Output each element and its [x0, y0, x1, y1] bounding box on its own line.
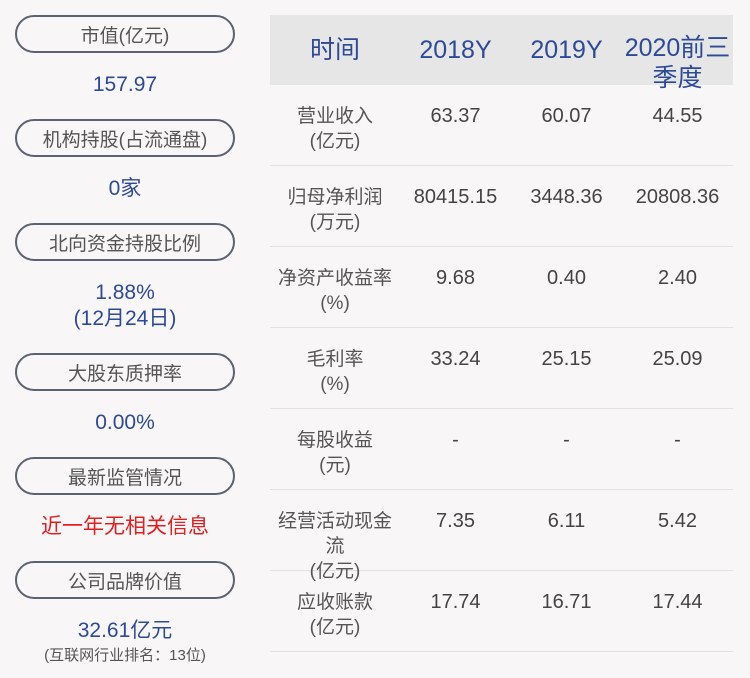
value-northbound-date: (12月24日) [73, 307, 177, 330]
pill-pledge: 大股东质押率 [15, 353, 235, 391]
table-header: 时间 2018Y 2019Y 2020前三季度 [270, 15, 733, 92]
row-label-name: 每股收益 [296, 430, 373, 451]
row-label-unit: (%) [320, 293, 350, 314]
row-label-name: 归母净利润 [287, 187, 383, 208]
row-label: 净资产收益率 (%) [270, 247, 400, 327]
row-label-unit: (万元) [309, 212, 361, 233]
pill-regulation: 最新监管情况 [15, 457, 235, 495]
value-regulation: 近一年无相关信息 [41, 515, 209, 538]
table-cell: 3448.36 [530, 186, 603, 208]
table-row: 毛利率 (%) 33.24 25.15 25.09 [270, 328, 733, 409]
value-brand: 32.61亿元 [77, 619, 173, 642]
pill-brand: 公司品牌价值 [15, 561, 235, 599]
row-label: 毛利率 (%) [270, 328, 400, 408]
header-2019: 2019Y [530, 36, 603, 64]
pill-market-cap: 市值(亿元) [15, 15, 235, 53]
row-label: 每股收益 (元) [270, 409, 400, 489]
row-label-unit: (元) [319, 455, 351, 476]
row-label: 营业收入 (亿元) [270, 85, 400, 165]
table-cell: 9.68 [436, 267, 475, 289]
row-label-name: 毛利率 [306, 349, 364, 370]
row-label-name: 营业收入 [296, 106, 373, 127]
table-cell: 0.40 [547, 267, 586, 289]
table-cell: 6.11 [547, 510, 586, 532]
pill-institution: 机构持股(占流通盘) [15, 119, 235, 157]
financial-table: 时间 2018Y 2019Y 2020前三季度 营业收入 (亿元) 63.37 60.… [270, 15, 733, 652]
table-cell: 2.40 [658, 267, 697, 289]
header-2020: 2020前三季度 [624, 34, 731, 92]
table-cell: 80415.15 [413, 186, 498, 208]
table-cell: 60.07 [541, 105, 592, 127]
header-time: 时间 [309, 36, 360, 64]
table-row: 每股收益 (元) - - - [270, 409, 733, 490]
row-label: 归母净利润 (万元) [270, 166, 400, 246]
table-cell: 44.55 [652, 105, 703, 127]
row-label-unit: (亿元) [309, 131, 361, 152]
table-cell: 33.24 [430, 348, 481, 370]
table-cell: 5.42 [658, 510, 697, 532]
table-cell: 17.44 [652, 591, 703, 613]
value-market-cap: 157.97 [92, 73, 158, 96]
table-cell: - [674, 429, 681, 451]
row-label-unit: (%) [320, 374, 350, 395]
table-cell: 63.37 [430, 105, 481, 127]
table-cell: 16.71 [541, 591, 592, 613]
value-institution: 0家 [108, 177, 142, 200]
table-cell: 7.35 [436, 510, 475, 532]
table-row: 归母净利润 (万元) 80415.15 3448.36 20808.36 [270, 166, 733, 247]
value-northbound: 1.88% [95, 281, 155, 304]
table-cell: 20808.36 [635, 186, 720, 208]
table-cell: 17.74 [430, 591, 481, 613]
brand-rank-note: (互联网行业排名：13位) [44, 647, 206, 664]
row-label-name: 净资产收益率 [277, 268, 392, 289]
table-row: 应收账款 (亿元) 17.74 16.71 17.44 [270, 571, 733, 652]
pill-northbound: 北向资金持股比例 [15, 223, 235, 261]
table-cell: - [563, 429, 570, 451]
value-pledge: 0.00% [95, 411, 155, 434]
table-row: 净资产收益率 (%) 9.68 0.40 2.40 [270, 247, 733, 328]
row-label-unit: (亿元) [309, 617, 361, 638]
table-cell: 25.09 [652, 348, 703, 370]
row-label-name: 经营活动现金流 [277, 511, 392, 557]
row-label: 应收账款 (亿元) [270, 571, 400, 651]
table-row: 营业收入 (亿元) 63.37 60.07 44.55 [270, 85, 733, 166]
row-label-unit: (亿元) [309, 561, 361, 582]
table-cell: 25.15 [541, 348, 592, 370]
row-label: 经营活动现金流 (亿元) [270, 490, 400, 582]
header-2018: 2018Y [419, 36, 492, 64]
table-cell: - [452, 429, 459, 451]
table-row: 经营活动现金流 (亿元) 7.35 6.11 5.42 [270, 490, 733, 582]
row-label-name: 应收账款 [296, 592, 373, 613]
